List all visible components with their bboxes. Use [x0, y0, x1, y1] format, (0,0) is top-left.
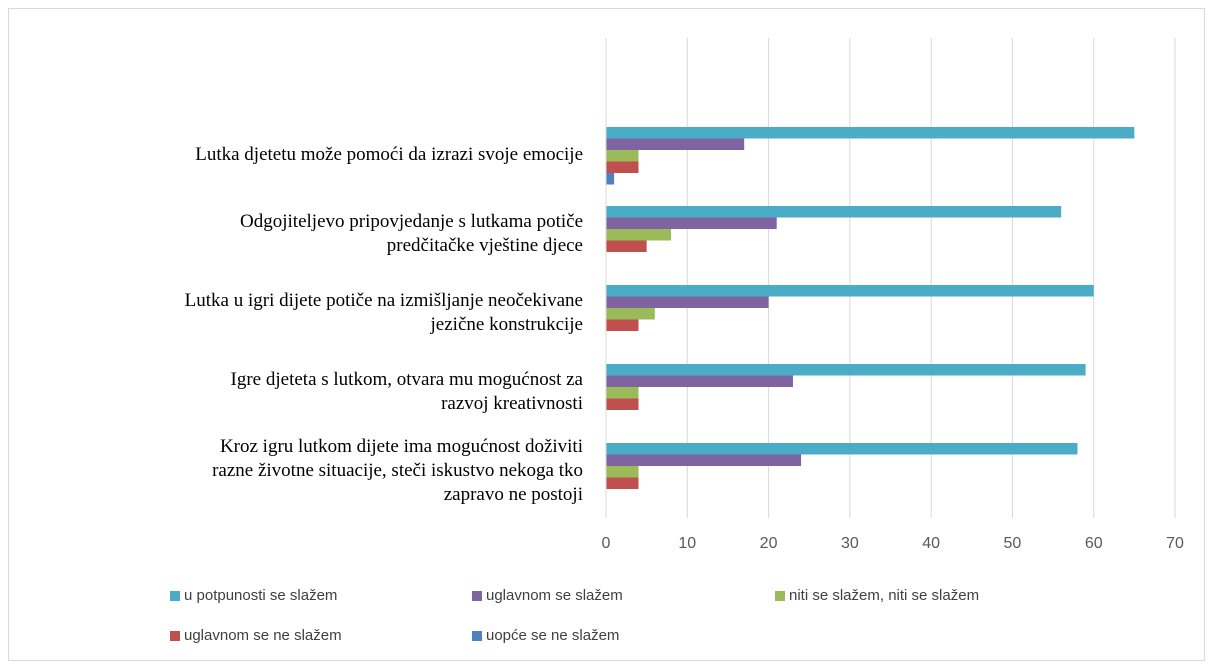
x-tick-label: 10 [678, 535, 696, 552]
bar [606, 466, 639, 478]
bar [606, 206, 1062, 218]
category-label-line: predčitačke vještine djece [387, 235, 583, 256]
category-label: Odgojiteljevo pripovjedanje s lutkama po… [240, 211, 583, 256]
legend-label: uopće se ne slažem [486, 627, 619, 644]
x-tick-label: 20 [760, 535, 778, 552]
bar [606, 161, 639, 173]
x-tick-label: 40 [922, 535, 940, 552]
bar [606, 285, 1094, 297]
bar [606, 150, 639, 162]
bar [606, 443, 1078, 455]
legend-swatch [775, 591, 785, 601]
category-label: Lutka djetetu može pomoći da izrazi svoj… [195, 144, 583, 165]
category-label-line: razvoj kreativnosti [441, 393, 583, 414]
legend-label: niti se slažem, niti se slažem [789, 587, 979, 604]
legend-label: u potpunosti se slažem [184, 587, 337, 604]
category-label: Igre djeteta s lutkom, otvara mu mogućno… [231, 369, 584, 414]
x-tick-label: 50 [1004, 535, 1022, 552]
legend-label: uglavnom se slažem [486, 587, 623, 604]
x-tick-label: 0 [602, 535, 611, 552]
bar [606, 173, 615, 185]
x-tick-label: 70 [1166, 535, 1184, 552]
legend-label: uglavnom se ne slažem [184, 627, 342, 644]
category-label-line: Odgojiteljevo pripovjedanje s lutkama po… [240, 211, 583, 232]
bar [606, 387, 639, 399]
category-label-line: Lutka u igri dijete potiče na izmišljanj… [185, 290, 583, 311]
bar [606, 217, 777, 229]
category-label-line: Kroz igru lutkom dijete ima mogućnost do… [220, 436, 583, 457]
bar [606, 296, 769, 308]
bar [606, 375, 793, 387]
bar [606, 240, 647, 252]
x-tick-label: 30 [841, 535, 859, 552]
category-label-line: Lutka djetetu može pomoći da izrazi svoj… [195, 144, 583, 165]
bar [606, 229, 672, 241]
category-label: Lutka u igri dijete potiče na izmišljanj… [185, 290, 583, 335]
bar [606, 319, 639, 331]
bar [606, 308, 655, 320]
legend-swatch [170, 631, 180, 641]
bar [606, 454, 802, 466]
category-label-line: Igre djeteta s lutkom, otvara mu mogućno… [231, 369, 584, 390]
legend-swatch [472, 591, 482, 601]
bar [606, 127, 1135, 139]
x-tick-label: 60 [1085, 535, 1103, 552]
legend-swatch [170, 591, 180, 601]
category-label-line: razne životne situacije, steči iskustvo … [212, 460, 583, 481]
category-label-line: jezične konstrukcije [430, 314, 583, 335]
category-label-line: zapravo ne postoji [444, 484, 583, 505]
legend-swatch [472, 631, 482, 641]
bar [606, 364, 1086, 376]
category-label: Kroz igru lutkom dijete ima mogućnost do… [212, 436, 583, 505]
bar [606, 477, 639, 489]
bar [606, 138, 745, 150]
bar [606, 398, 639, 410]
